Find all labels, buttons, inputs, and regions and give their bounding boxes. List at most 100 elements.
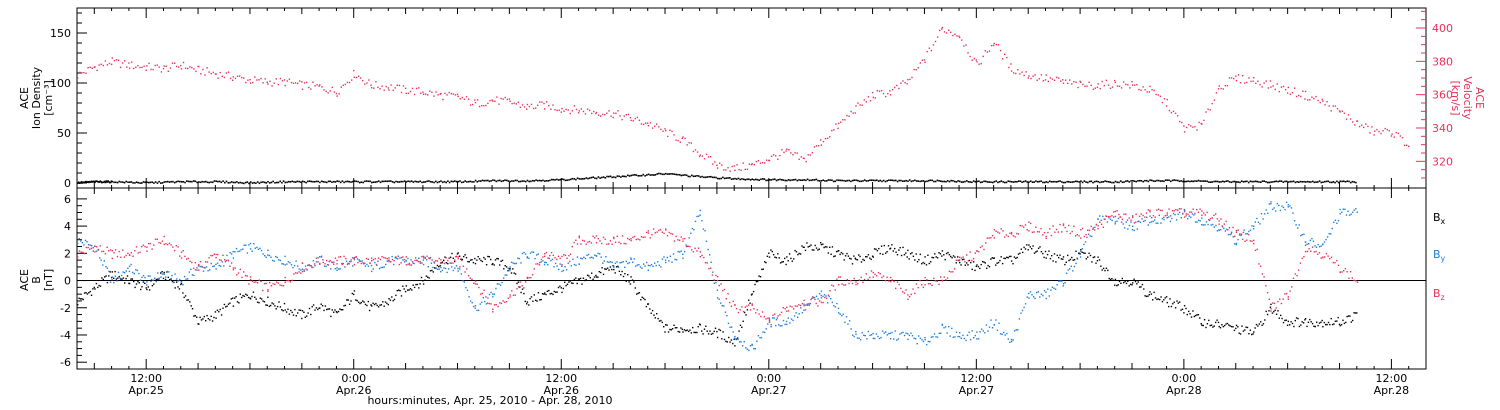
velocity-point <box>1099 87 1101 90</box>
density-point <box>141 182 143 184</box>
bx-point <box>636 293 638 295</box>
bx-point <box>1131 284 1133 286</box>
bx-point <box>979 267 981 270</box>
velocity-point <box>1298 94 1300 97</box>
by-point <box>465 287 467 289</box>
bx-point <box>429 270 432 272</box>
density-point <box>850 180 852 183</box>
by-point <box>426 259 428 261</box>
by-point <box>183 275 186 278</box>
by-point <box>1053 287 1055 289</box>
density-point <box>998 181 1001 183</box>
by-point <box>1076 258 1079 260</box>
velocity-point <box>472 103 474 106</box>
bz-point <box>106 246 108 248</box>
bz-point <box>966 254 968 256</box>
bx-point <box>364 303 367 306</box>
density-point <box>1317 181 1319 183</box>
bx-point <box>1194 314 1197 317</box>
bx-point <box>344 304 347 307</box>
velocity-point <box>275 78 277 80</box>
by-point <box>782 319 785 322</box>
by-point <box>396 257 398 259</box>
bx-point <box>932 257 935 259</box>
bx-point <box>730 339 733 341</box>
by-point <box>562 269 565 272</box>
bx-point <box>988 266 991 268</box>
by-point <box>863 334 865 336</box>
velocity-point <box>1017 69 1019 71</box>
bz-point <box>1189 211 1191 213</box>
bx-point <box>363 301 365 303</box>
bx-point <box>439 265 441 267</box>
bx-point <box>1271 312 1274 314</box>
by-point <box>825 295 827 297</box>
density-point <box>597 176 600 178</box>
density-point <box>1289 180 1291 183</box>
velocity-point <box>941 26 944 29</box>
velocity-point <box>842 119 844 121</box>
bx-point <box>380 304 383 306</box>
bz-point <box>146 250 148 252</box>
by-point <box>286 263 288 265</box>
bz-point <box>199 261 202 263</box>
density-point <box>130 181 133 183</box>
bz-point <box>1055 228 1058 231</box>
velocity-point <box>1390 135 1393 137</box>
velocity-point <box>554 109 556 111</box>
by-point <box>859 339 862 341</box>
by-point <box>254 247 256 249</box>
bx-point <box>384 301 387 303</box>
velocity-point <box>1222 88 1224 90</box>
velocity-point <box>1321 98 1323 101</box>
bx-point <box>1339 325 1341 327</box>
velocity-point <box>610 115 612 117</box>
density-point <box>661 173 664 176</box>
bx-point <box>1159 298 1161 301</box>
field-axis-label: ACEB[nT] <box>18 269 55 291</box>
by-point <box>345 260 348 262</box>
density-point <box>966 180 968 182</box>
density-point <box>834 180 837 183</box>
velocity-point <box>632 120 634 122</box>
velocity-point <box>848 115 850 117</box>
by-point <box>205 266 208 268</box>
density-point <box>1225 180 1227 182</box>
velocity-point <box>684 137 686 139</box>
by-point <box>411 261 414 263</box>
density-point <box>1087 181 1089 184</box>
bx-point <box>1123 281 1125 284</box>
density-point <box>1327 180 1329 183</box>
velocity-point <box>128 67 131 69</box>
bx-point <box>402 285 404 287</box>
bx-point <box>739 324 742 326</box>
by-point <box>223 265 225 267</box>
bz-point <box>578 236 580 239</box>
velocity-point <box>301 88 304 90</box>
velocity-point <box>249 78 251 81</box>
by-point <box>797 316 799 318</box>
by-point <box>1207 223 1209 226</box>
density-point <box>649 174 652 176</box>
bx-point <box>301 317 303 320</box>
bz-point <box>851 282 854 285</box>
bx-point <box>360 301 362 304</box>
bz-point <box>915 283 918 285</box>
by-point <box>803 303 805 305</box>
density-point <box>521 180 524 182</box>
density-point <box>1285 180 1288 183</box>
bx-point <box>268 305 270 307</box>
bz-point <box>895 287 897 290</box>
bz-point <box>1151 217 1153 219</box>
density-point <box>889 179 892 181</box>
bx-point <box>948 254 951 256</box>
velocity-point <box>156 64 158 66</box>
bz-point <box>708 268 710 270</box>
velocity-point <box>604 114 606 116</box>
bz-point <box>459 266 461 268</box>
velocity-point <box>353 76 356 78</box>
density-point <box>1114 180 1117 183</box>
by-point <box>1271 208 1274 211</box>
bx-point <box>288 313 291 315</box>
bx-point <box>1075 250 1077 252</box>
